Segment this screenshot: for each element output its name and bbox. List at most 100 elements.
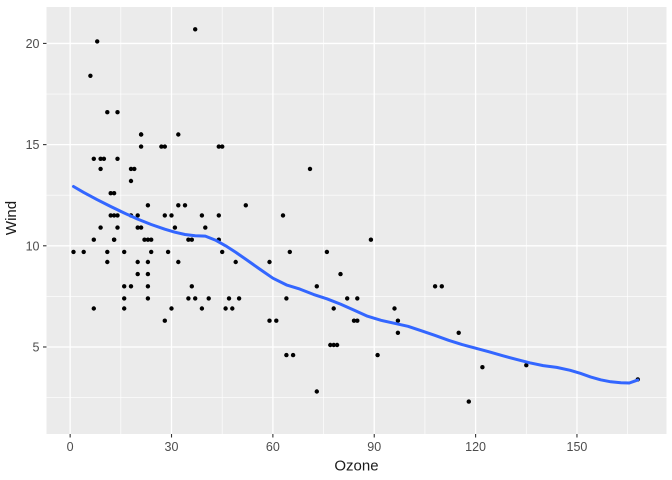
data-point [108, 213, 113, 218]
data-point [328, 342, 333, 348]
data-point [111, 237, 117, 242]
data-point [432, 284, 438, 289]
data-point [135, 225, 140, 230]
data-point [182, 203, 188, 208]
y-axis-title: Wind [3, 201, 20, 235]
data-point [355, 318, 360, 323]
data-point [145, 259, 151, 265]
data-point [324, 249, 330, 255]
x-tick-label: 0 [67, 440, 74, 454]
data-point [128, 166, 134, 172]
x-tick-label: 150 [567, 440, 588, 454]
data-point [98, 225, 103, 230]
data-point [142, 237, 147, 242]
data-point [138, 225, 144, 230]
data-point [101, 156, 107, 161]
y-tick-label: 10 [26, 239, 40, 253]
data-point [176, 259, 181, 265]
data-point [98, 156, 103, 161]
data-point [290, 352, 296, 358]
data-point [122, 249, 127, 255]
x-tick-label: 60 [266, 440, 280, 454]
data-point [216, 213, 221, 218]
axes: 0 30 60 90 120 150 5 10 15 20 [26, 37, 588, 454]
data-point [466, 399, 471, 404]
data-point [149, 249, 154, 255]
data-point [284, 352, 289, 358]
data-point [206, 296, 211, 301]
data-point [122, 296, 127, 301]
data-point [145, 296, 151, 301]
data-point [230, 306, 235, 311]
data-point [314, 284, 319, 289]
data-point [105, 110, 110, 115]
data-point [355, 296, 360, 301]
data-point [243, 203, 248, 208]
data-point [145, 203, 151, 208]
data-point [162, 318, 167, 323]
data-point [368, 237, 374, 242]
data-point [88, 73, 93, 79]
data-point [169, 213, 174, 218]
data-point [216, 144, 221, 149]
data-point [111, 213, 117, 218]
data-point [105, 259, 110, 265]
data-point [71, 249, 76, 255]
data-point [287, 249, 292, 255]
data-point [226, 296, 232, 301]
data-point [176, 132, 181, 137]
data-point [351, 318, 357, 323]
panel-background [46, 7, 667, 434]
data-point [186, 296, 191, 301]
data-point [105, 249, 110, 255]
data-point [115, 225, 120, 230]
data-point [159, 144, 164, 149]
data-point [135, 259, 140, 265]
data-point [115, 110, 120, 115]
data-point [122, 284, 127, 289]
data-point [189, 237, 194, 242]
data-point [220, 249, 225, 255]
data-point [162, 213, 167, 218]
data-point [115, 156, 120, 161]
data-point [122, 306, 127, 311]
data-point [81, 249, 86, 255]
data-point [267, 318, 272, 323]
smooth-line-path [72, 185, 640, 385]
y-tick-label: 5 [33, 340, 40, 354]
data-point [169, 306, 174, 311]
data-point [274, 318, 279, 323]
data-point [456, 330, 461, 335]
data-point [338, 271, 343, 277]
data-point [307, 166, 313, 172]
minor-gridlines [46, 7, 667, 434]
data-point [128, 284, 134, 289]
data-point [145, 284, 151, 289]
data-point [280, 213, 286, 218]
data-point [267, 259, 272, 265]
major-gridlines [46, 7, 667, 434]
y-tick-label: 15 [26, 138, 40, 152]
data-point [375, 352, 380, 358]
data-point [138, 144, 144, 149]
data-point [334, 342, 340, 348]
data-point [223, 306, 228, 311]
data-point [331, 342, 336, 348]
data-point [189, 284, 194, 289]
data-point [145, 237, 151, 242]
data-point [392, 306, 397, 311]
data-point [108, 191, 113, 196]
data-point [395, 318, 401, 323]
data-point [236, 296, 242, 301]
data-point [149, 237, 154, 242]
data-point [193, 296, 198, 301]
data-point [345, 296, 350, 301]
x-axis-title: Ozone [334, 458, 378, 475]
y-tick-label: 20 [26, 37, 40, 51]
data-point [203, 225, 208, 230]
x-tick-label: 120 [465, 440, 486, 454]
data-point [284, 296, 289, 301]
data-point [91, 237, 97, 242]
data-point [395, 330, 401, 335]
data-point [91, 156, 97, 161]
